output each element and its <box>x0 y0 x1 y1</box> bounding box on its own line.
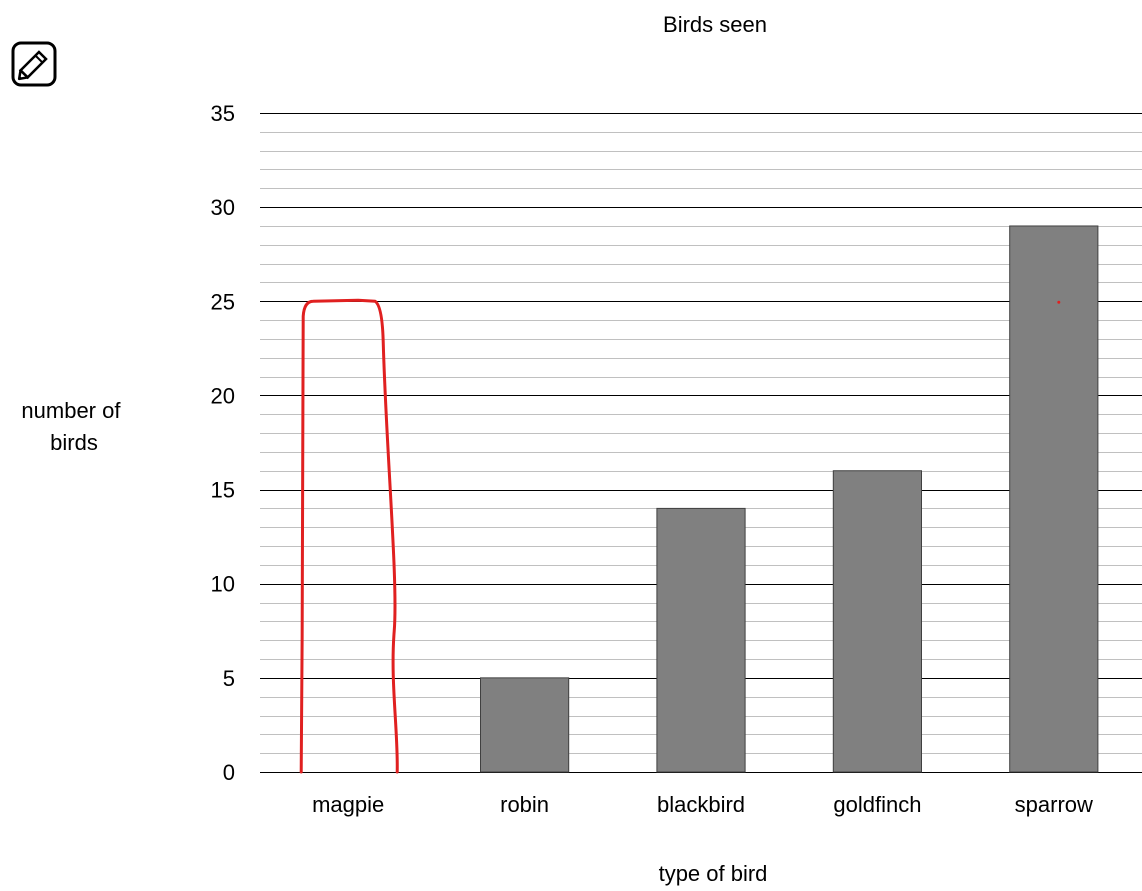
category-label-blackbird: blackbird <box>657 792 745 817</box>
y-axis-label-line-2: birds <box>50 430 98 455</box>
category-label-goldfinch: goldfinch <box>833 792 921 817</box>
edit-button[interactable] <box>10 40 58 88</box>
category-label-magpie: magpie <box>312 792 384 817</box>
chart-title: Birds seen <box>663 12 767 37</box>
bar-blackbird <box>656 507 746 773</box>
y-tick-label: 30 <box>211 195 235 220</box>
category-label-robin: robin <box>500 792 549 817</box>
y-tick-label: 25 <box>211 289 235 314</box>
category-label-sparrow: sparrow <box>1015 792 1093 817</box>
y-axis-ticks: 0 5 10 15 20 25 30 35 <box>211 101 235 785</box>
x-axis-categories: magpie robin blackbird goldfinch sparrow <box>312 792 1093 817</box>
y-tick-label: 20 <box>211 383 235 408</box>
y-axis-label-line-1: number of <box>21 398 121 423</box>
red-dot-mark <box>1057 300 1061 304</box>
bars <box>480 225 1099 773</box>
y-tick-label: 10 <box>211 572 235 597</box>
y-tick-label: 0 <box>223 760 235 785</box>
y-axis-label: number of birds <box>21 398 126 455</box>
bar-sparrow <box>1009 225 1099 773</box>
x-axis-label: type of bird <box>659 861 768 886</box>
y-tick-label: 35 <box>211 101 235 126</box>
drawn-bar-magpie <box>299 298 399 774</box>
y-tick-label: 5 <box>223 666 235 691</box>
pencil-icon <box>11 41 57 87</box>
bar-robin <box>480 677 570 773</box>
y-tick-label: 15 <box>211 478 235 503</box>
annotations <box>299 298 1061 774</box>
bar-goldfinch <box>832 470 922 773</box>
